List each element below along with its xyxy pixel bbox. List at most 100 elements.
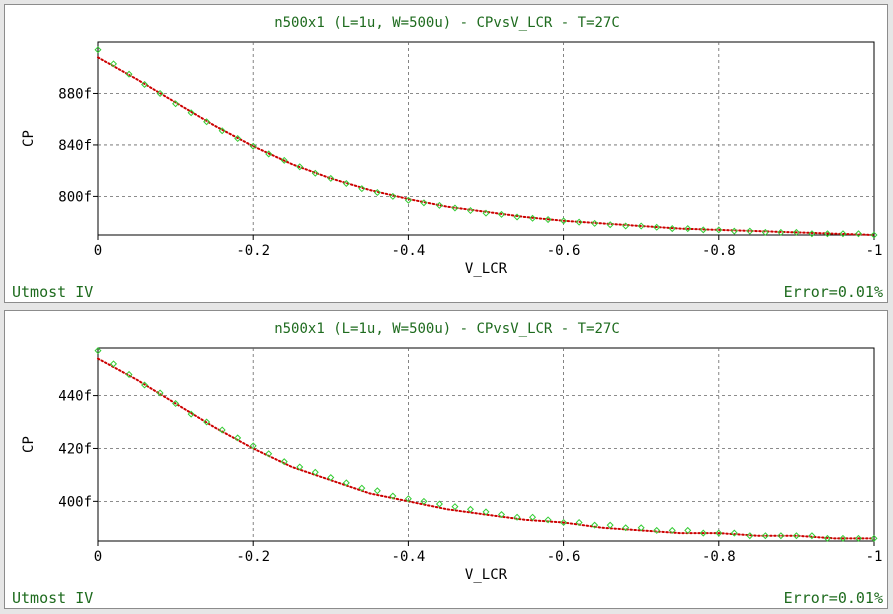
measured-point — [730, 227, 738, 235]
measured-point — [575, 518, 583, 527]
y-axis-label: CP — [21, 436, 37, 453]
simulated-curve — [97, 357, 875, 540]
measured-point — [110, 60, 118, 68]
measured-point — [684, 225, 692, 233]
measured-point — [513, 513, 521, 521]
x-tick-label: -0.4 — [392, 549, 426, 565]
measured-point — [606, 221, 614, 229]
measured-point — [466, 505, 474, 513]
measured-point — [637, 222, 645, 230]
measured-point — [435, 500, 443, 508]
x-tick-label: -0.8 — [702, 549, 736, 565]
measured-point — [389, 492, 397, 500]
measured-point — [792, 532, 800, 540]
x-axis-label: V_LCR — [465, 261, 508, 277]
measured-point — [606, 521, 614, 529]
measured-point — [94, 347, 102, 355]
measured-point — [172, 400, 180, 408]
measured-point — [327, 174, 335, 182]
x-tick-label: -0.2 — [236, 243, 270, 259]
measured-point — [249, 442, 257, 450]
measured-point — [94, 46, 102, 54]
measured-point — [575, 218, 583, 226]
measured-point — [637, 524, 645, 532]
measured-point — [699, 226, 707, 234]
measured-point — [389, 192, 397, 200]
measured-point — [513, 213, 521, 221]
measured-point — [622, 222, 630, 230]
measured-point — [327, 474, 335, 482]
measured-point — [839, 534, 847, 542]
measured-point — [187, 109, 195, 117]
measured-point — [746, 532, 754, 540]
measured-point — [187, 410, 195, 418]
measured-point — [420, 199, 428, 207]
measured-point — [265, 150, 273, 158]
measured-point — [854, 534, 862, 542]
measured-point — [296, 163, 304, 171]
measured-point — [404, 495, 412, 503]
measured-point — [498, 210, 506, 218]
y-tick-label: 440f — [58, 389, 92, 405]
y-tick-label: 840f — [58, 138, 92, 154]
footer-tool-name: Utmost IV — [12, 283, 93, 301]
measured-point — [808, 230, 816, 238]
plot-area — [97, 41, 875, 236]
measured-point — [560, 518, 568, 527]
measured-point — [761, 228, 769, 236]
measured-point — [870, 534, 878, 542]
x-axis-label: V_LCR — [465, 567, 508, 583]
measured-point — [358, 484, 366, 492]
chart-svg-top: n500x1 (L=1u, W=500u) - CPvsV_LCR - T=27… — [12, 15, 883, 301]
x-tick-label: -1 — [866, 549, 883, 565]
measured-point — [839, 230, 847, 238]
chart-panel-top: n500x1 (L=1u, W=500u) - CPvsV_LCR - T=27… — [4, 4, 888, 303]
measured-point — [218, 426, 226, 434]
measured-point — [203, 418, 211, 426]
chart-title: n500x1 (L=1u, W=500u) - CPvsV_LCR - T=27… — [274, 321, 620, 337]
measured-point — [529, 214, 537, 222]
measured-point — [684, 526, 692, 534]
x-tick-label: -0.6 — [547, 549, 581, 565]
measured-point — [777, 228, 785, 236]
measured-point — [373, 487, 381, 495]
measured-point — [280, 458, 288, 466]
measured-point — [482, 209, 490, 217]
measured-point — [296, 463, 304, 471]
chart-panel-bottom: n500x1 (L=1u, W=500u) - CPvsV_LCR - T=27… — [4, 310, 888, 609]
measured-point — [373, 189, 381, 197]
measured-point — [156, 389, 164, 397]
measured-point — [823, 230, 831, 238]
x-tick-label: -0.8 — [702, 243, 736, 259]
y-tick-label: 400f — [58, 494, 92, 510]
simulated-curve — [97, 56, 875, 236]
chart-title: n500x1 (L=1u, W=500u) - CPvsV_LCR - T=27… — [274, 15, 620, 31]
measured-point — [715, 529, 723, 537]
measured-point — [125, 370, 133, 378]
measured-point — [125, 70, 133, 78]
measured-point — [777, 532, 785, 540]
measured-point — [792, 228, 800, 236]
measured-point — [203, 118, 211, 126]
measured-point — [311, 468, 319, 476]
x-tick-label: -0.4 — [392, 243, 426, 259]
measured-point — [234, 434, 242, 442]
measured-point — [311, 169, 319, 177]
x-tick-label: -0.6 — [547, 243, 581, 259]
measured-point — [746, 227, 754, 235]
y-tick-label: 420f — [58, 441, 92, 457]
x-tick-label: 0 — [94, 243, 102, 259]
measured-point — [218, 127, 226, 135]
footer-tool-name: Utmost IV — [12, 589, 93, 607]
measured-point — [591, 521, 599, 529]
measured-point — [249, 142, 257, 150]
x-tick-label: -0.2 — [236, 549, 270, 565]
footer-error: Error=0.01% — [784, 283, 883, 301]
measured-point — [141, 80, 149, 88]
measured-point — [715, 226, 723, 234]
measured-point — [823, 534, 831, 542]
measured-point — [358, 185, 366, 193]
measured-point — [653, 223, 661, 231]
footer-error: Error=0.01% — [784, 589, 883, 607]
x-tick-label: 0 — [94, 549, 102, 565]
